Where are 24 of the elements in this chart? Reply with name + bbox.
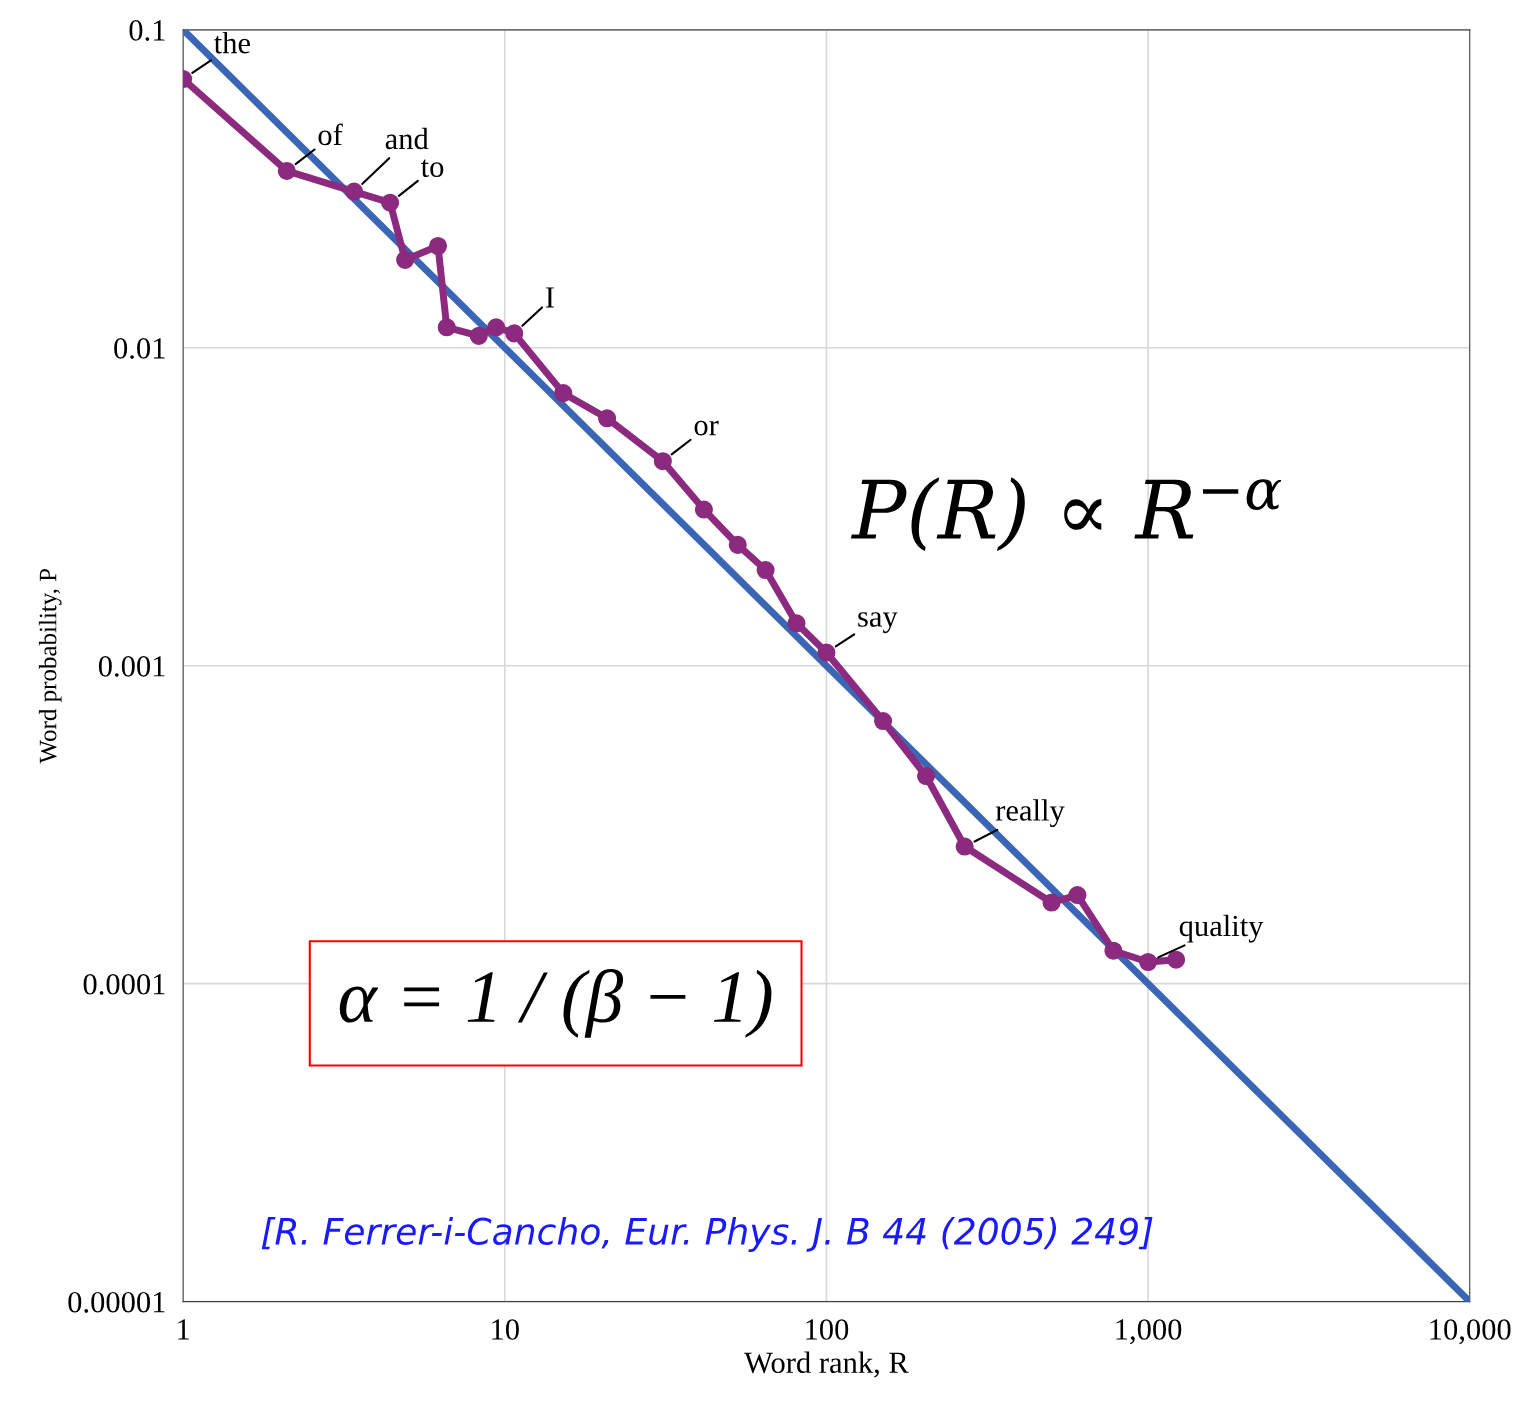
- y-axis-title: Word probability, P: [38, 568, 62, 764]
- y-tick-label: 0.0001: [83, 973, 165, 995]
- annotation: α = 1 / (β − 1): [339, 969, 772, 1038]
- annotation: and: [385, 127, 429, 150]
- x-tick-label: 1: [178, 1319, 189, 1340]
- annotation: the: [214, 31, 250, 54]
- y-tick-label: 0.01: [114, 338, 165, 359]
- annotation: [R. Ferrer-i-Cancho, Eur. Phys. J. B 44 (2005) 249]: [261, 1216, 1153, 1252]
- x-axis-title: Word rank, R: [744, 1351, 909, 1378]
- annotation: really: [995, 799, 1065, 828]
- annotation: of: [318, 123, 343, 146]
- annotation: say: [858, 612, 898, 634]
- annotation: P(R) ∝ R$^{−α}$: [850, 477, 1282, 552]
- y-tick-label: 0.1: [129, 20, 165, 41]
- x-tick-label: 100: [806, 1319, 849, 1340]
- annotation: to: [420, 159, 444, 178]
- annotation: or: [694, 420, 719, 436]
- annotation: quality: [1179, 914, 1264, 943]
- y-tick-label: 0.001: [98, 656, 165, 677]
- x-tick-label: 10,000: [1430, 1319, 1511, 1345]
- x-tick-label: 1,000: [1116, 1319, 1182, 1345]
- annotation: I: [545, 287, 554, 308]
- x-tick-label: 10: [492, 1319, 519, 1340]
- y-tick-label: 0.00001: [68, 1291, 165, 1313]
